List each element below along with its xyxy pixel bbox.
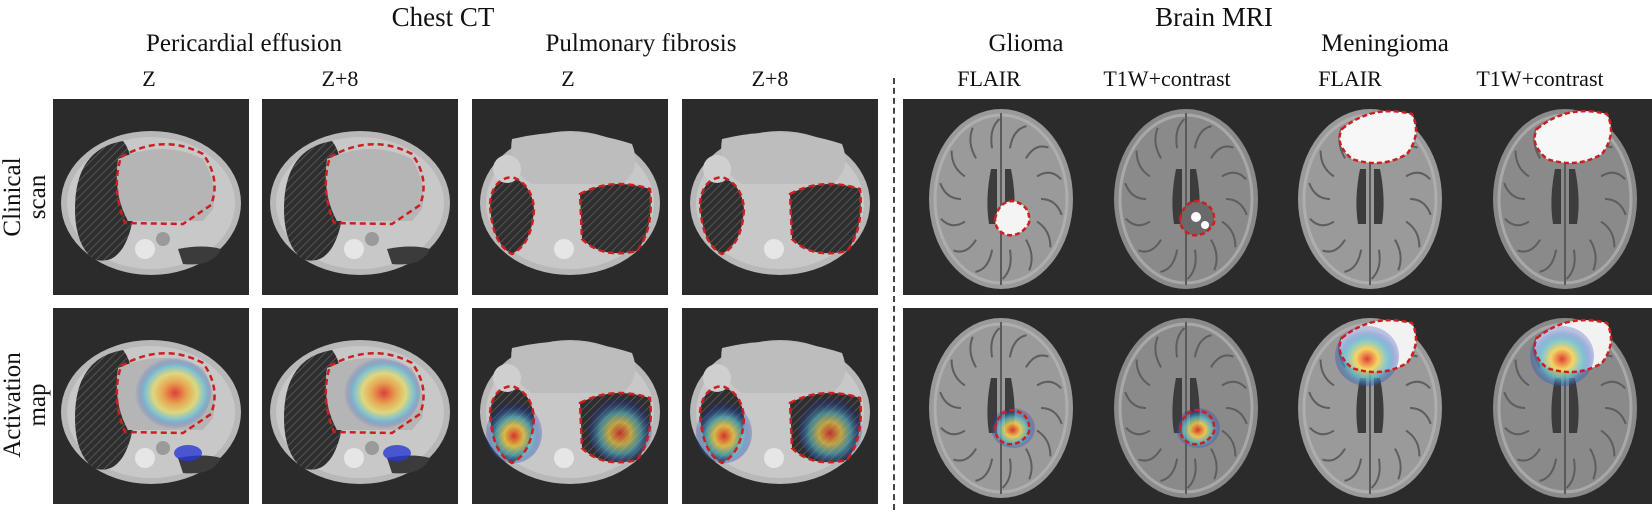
activation-map-panel-effusion [262, 308, 458, 504]
scan-image [1298, 109, 1442, 289]
condition-pericardial-effusion: Pericardial effusion [146, 30, 342, 57]
clinical-scan-panel-fibrosis [472, 99, 668, 295]
scan-image [690, 131, 870, 275]
activation-map-panel-glioma [903, 308, 1099, 504]
activation-map-panel-effusion [53, 308, 249, 504]
row-label-text: Activation map [0, 352, 51, 458]
activation-map-panel-fibrosis [682, 308, 878, 504]
scan-image [1114, 318, 1258, 498]
scan-image [61, 340, 241, 484]
column-label: Z+8 [321, 66, 359, 91]
clinical-scan-panel-effusion [53, 99, 249, 295]
scan-image [480, 340, 660, 484]
row-label-activation-map: Activation map [0, 340, 51, 470]
column-label: T1W+contrast [1476, 66, 1604, 91]
activation-map-panel-glioma [1088, 308, 1284, 504]
column-label: FLAIR [957, 66, 1021, 91]
column-label: Z [561, 66, 575, 91]
column-label: Z [142, 66, 156, 91]
clinical-scan-panel-glioma [903, 99, 1099, 295]
section-divider [893, 78, 895, 510]
activation-map-panel-meningioma [1272, 308, 1468, 504]
brain-mri-header: Brain MRI [1155, 2, 1273, 32]
scan-image [270, 340, 450, 484]
scan-image [929, 109, 1073, 289]
clinical-scan-panel-meningioma [1467, 99, 1652, 295]
clinical-scan-panel-fibrosis [682, 99, 878, 295]
column-label: T1W+contrast [1103, 66, 1231, 91]
clinical-scan-panel-glioma [1088, 99, 1284, 295]
scan-image [1493, 318, 1637, 498]
column-label: FLAIR [1318, 66, 1382, 91]
scan-image [929, 318, 1073, 498]
clinical-scan-panel-effusion [262, 99, 458, 295]
chest-ct-header: Chest CT [391, 2, 495, 32]
row-label-text: Clinical scan [0, 157, 51, 237]
activation-map-panel-fibrosis [472, 308, 668, 504]
scan-image [270, 131, 450, 275]
condition-glioma: Glioma [988, 30, 1064, 57]
scan-image [1114, 109, 1258, 289]
scan-image [1298, 318, 1442, 498]
row-label-clinical-scan: Clinical scan [0, 142, 51, 252]
scan-image [61, 131, 241, 275]
scan-image [690, 340, 870, 484]
activation-map-panel-meningioma [1467, 308, 1652, 504]
clinical-scan-panel-meningioma [1272, 99, 1468, 295]
scan-image [1493, 109, 1637, 289]
scan-image [480, 131, 660, 275]
condition-pulmonary-fibrosis: Pulmonary fibrosis [545, 30, 737, 57]
condition-meningioma: Meningioma [1321, 30, 1449, 57]
column-label: Z+8 [751, 66, 789, 91]
